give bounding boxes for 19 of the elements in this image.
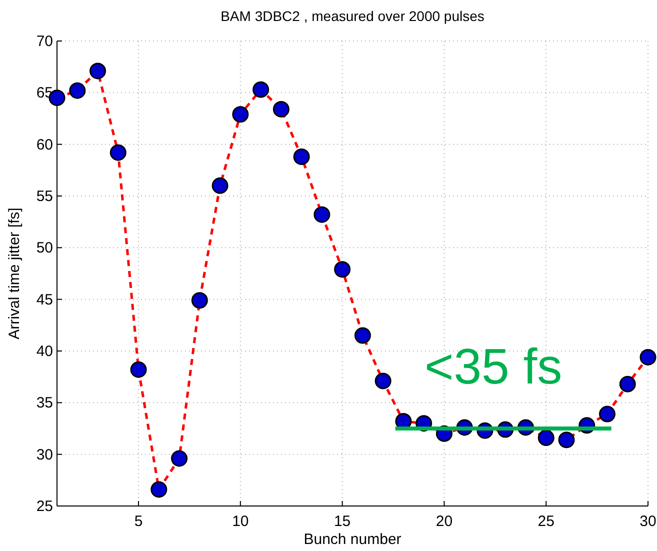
y-tick-label: 40 — [36, 343, 53, 360]
x-tick-label: 20 — [436, 513, 453, 530]
y-tick-label: 50 — [36, 240, 53, 257]
y-tick-label: 25 — [36, 498, 53, 515]
y-tick-label: 30 — [36, 446, 53, 464]
x-tick-label: 30 — [640, 513, 656, 530]
chart-title: BAM 3DBC2 , measured over 2000 pulses — [220, 8, 484, 24]
y-axis-title: Arrival time jitter [fs] — [6, 208, 23, 340]
y-tick-label: 60 — [36, 136, 53, 154]
x-axis-title: Bunch number — [304, 531, 402, 548]
x-tick-label: 10 — [232, 513, 249, 530]
y-tick-label: 55 — [36, 188, 53, 205]
x-tick-label: 5 — [134, 513, 143, 530]
x-tick-label: 15 — [334, 513, 351, 530]
x-tick-label: 25 — [538, 513, 554, 530]
y-tick-label: 70 — [36, 33, 53, 50]
y-tick-label: 45 — [36, 291, 53, 308]
annotation: <35 fs — [424, 338, 562, 395]
y-tick-label: 35 — [36, 394, 53, 412]
